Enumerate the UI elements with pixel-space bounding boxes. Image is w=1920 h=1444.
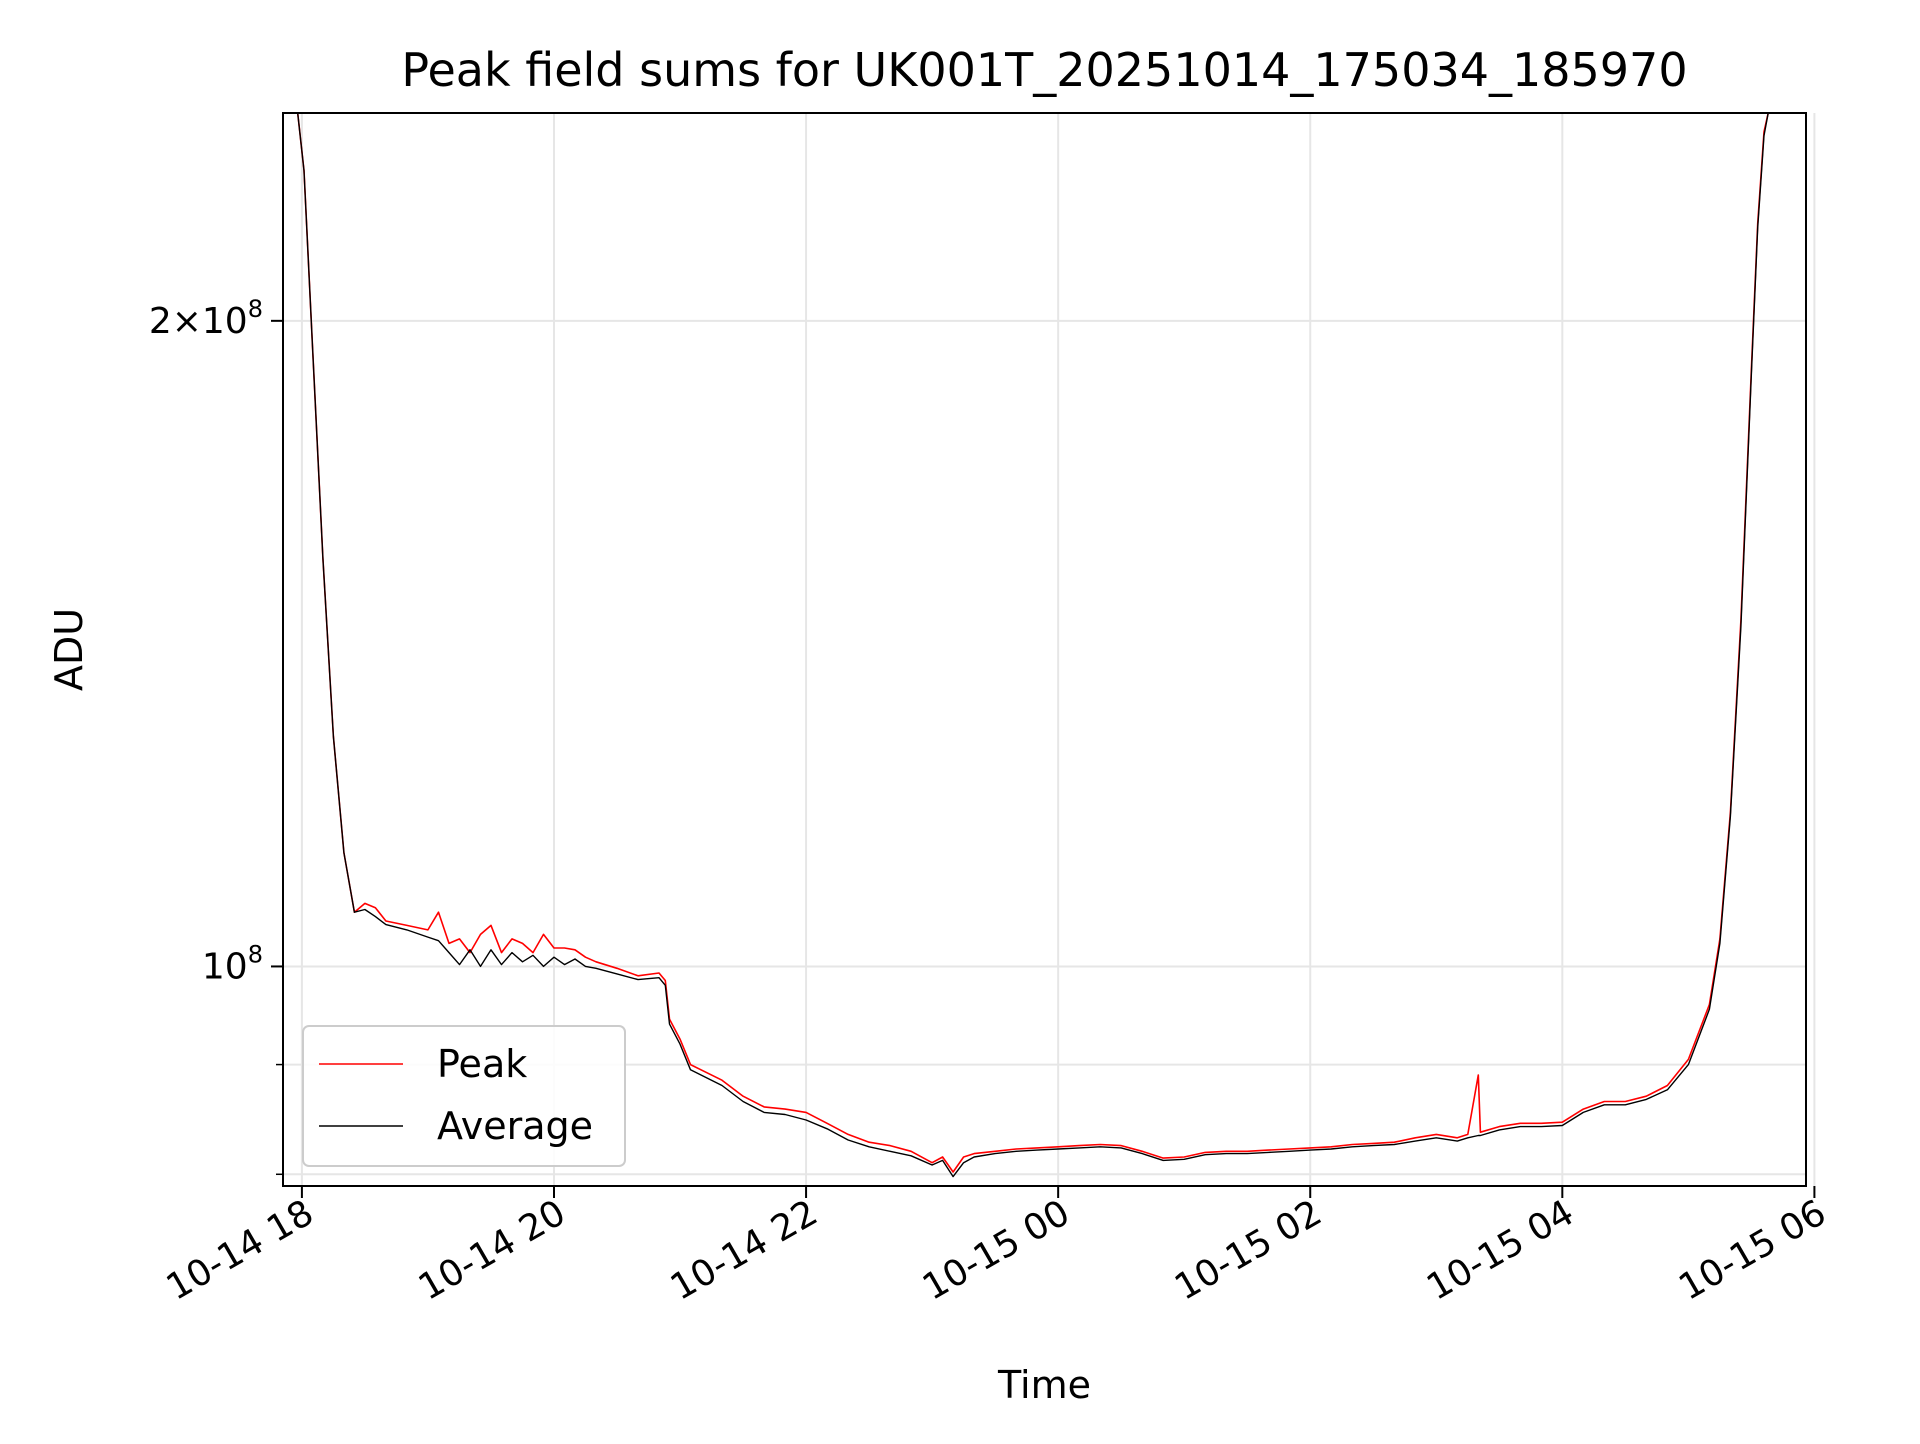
series-line-average — [283, 113, 1806, 1178]
grid — [283, 113, 1816, 1186]
legend: Peak Average — [302, 1025, 626, 1167]
y-tick-label: 2×108 — [149, 295, 263, 342]
x-axis-label: Time — [997, 1363, 1091, 1407]
series-lines — [283, 113, 1806, 1178]
legend-label-average: Average — [437, 1104, 593, 1148]
y-tick-label: 108 — [202, 940, 263, 987]
legend-box — [302, 1025, 626, 1167]
y-axis-label: ADU — [47, 608, 91, 691]
y-tick-base: 10 — [202, 946, 248, 987]
y-tick-base: 2×10 — [149, 301, 248, 342]
chart-title: Peak field sums for UK001T_20251014_1750… — [401, 43, 1687, 97]
y-tick-exponent: 8 — [248, 940, 263, 968]
legend-label-peak: Peak — [437, 1042, 527, 1086]
series-line-peak — [283, 113, 1806, 1173]
y-tick-exponent: 8 — [248, 295, 263, 323]
plot-frame — [282, 112, 1807, 1187]
